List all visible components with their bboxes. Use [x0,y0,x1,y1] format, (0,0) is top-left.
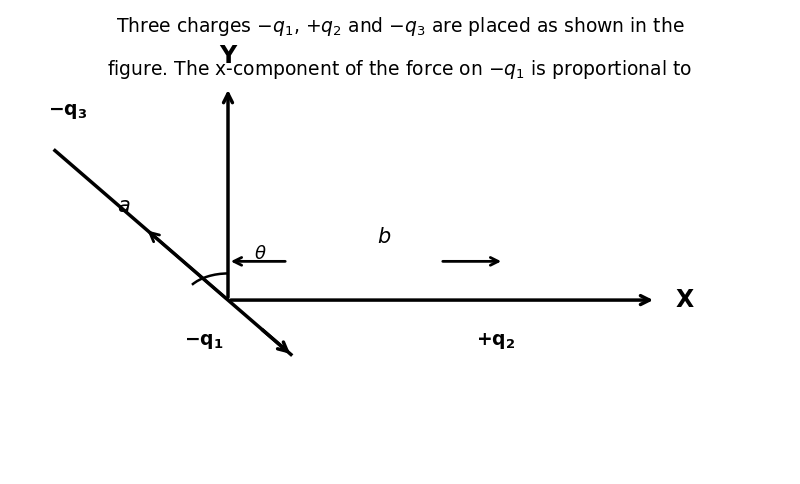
Text: X: X [676,288,694,312]
Text: $\mathit{a}$: $\mathit{a}$ [118,196,130,216]
Text: Y: Y [219,44,237,68]
Text: $\mathbf{-q_1}$: $\mathbf{-q_1}$ [184,332,224,351]
Text: $\mathit{b}$: $\mathit{b}$ [377,227,391,247]
Text: $\mathbf{+q_2}$: $\mathbf{+q_2}$ [476,331,516,351]
Text: Three charges $-q_1$, $+q_2$ and $-q_3$ are placed as shown in the: Three charges $-q_1$, $+q_2$ and $-q_3$ … [116,15,684,38]
Text: $\mathbf{-q_3}$: $\mathbf{-q_3}$ [48,102,88,121]
Text: figure. The x-component of the force on $-q_1$ is proportional to: figure. The x-component of the force on … [107,58,693,81]
Text: $\theta$: $\theta$ [254,245,266,263]
